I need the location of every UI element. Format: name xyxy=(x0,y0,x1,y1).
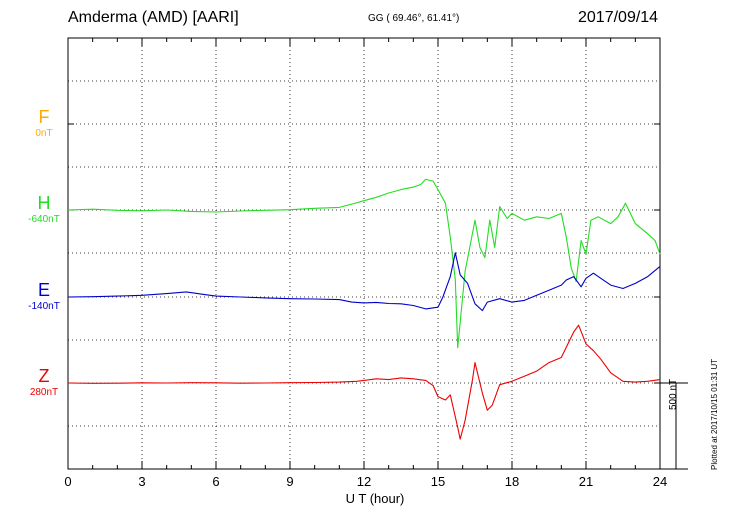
component-letter-h: H xyxy=(37,193,51,213)
station-title: Amderma (AMD) [AARI] xyxy=(68,9,239,26)
x-tick-label: 21 xyxy=(578,474,594,489)
x-axis-label: U T (hour) xyxy=(345,491,405,506)
series-line-h xyxy=(67,178,661,349)
x-tick-label: 9 xyxy=(286,474,294,489)
x-tick-label: 24 xyxy=(652,474,668,489)
component-baseline-e: -140nT xyxy=(28,301,60,312)
component-letter-z: Z xyxy=(38,366,50,386)
x-tick-label: 15 xyxy=(430,474,446,489)
x-tick-label: 3 xyxy=(138,474,146,489)
x-tick-label: 6 xyxy=(212,474,220,489)
scale-bar-label: 500 nT xyxy=(668,378,679,410)
x-tick-label: 0 xyxy=(64,474,72,489)
component-letter-e: E xyxy=(37,280,50,300)
component-baseline-z: 280nT xyxy=(29,387,59,398)
component-letter-f: F xyxy=(38,107,50,127)
series-line-z xyxy=(67,324,661,440)
series-line-e xyxy=(67,252,661,312)
plotted-timestamp: Plotted at 2017/10/15 01:31 UT xyxy=(710,358,719,470)
component-baseline-f: 0nT xyxy=(35,128,53,139)
plot-date: 2017/09/14 xyxy=(578,9,659,26)
x-tick-label: 12 xyxy=(356,474,372,489)
component-baseline-h: -640nT xyxy=(28,214,60,225)
station-coordinates: GG ( 69.46°, 61.41°) xyxy=(368,13,460,24)
x-tick-label: 18 xyxy=(504,474,520,489)
